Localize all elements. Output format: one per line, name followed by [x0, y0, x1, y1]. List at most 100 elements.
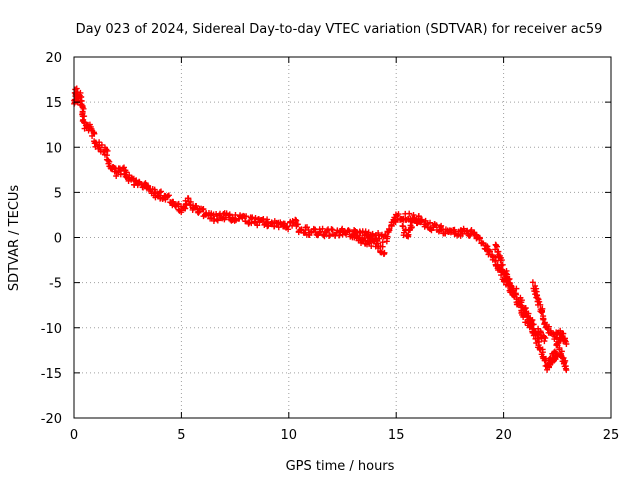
data-point [532, 282, 539, 289]
data-point [74, 89, 81, 96]
data-point [493, 242, 500, 249]
data-point [529, 317, 536, 324]
data-point [498, 257, 505, 264]
data-point [536, 298, 543, 305]
data-point [547, 327, 554, 334]
y-tick-label: -20 [41, 412, 62, 427]
data-point [359, 229, 366, 236]
data-point [476, 235, 483, 242]
x-tick-label: 5 [177, 428, 185, 443]
data-point [542, 334, 549, 341]
x-tick-label: 25 [603, 428, 620, 443]
data-point [104, 147, 111, 154]
data-point [200, 205, 207, 212]
data-point [494, 243, 501, 250]
axis-ticks: 0 5 10 15 20 25 -20 -15 -10 -5 0 5 10 15 20 [41, 51, 620, 443]
data-point [182, 205, 189, 212]
x-tick-label: 20 [495, 428, 512, 443]
data-point [98, 141, 105, 148]
data-point [158, 188, 165, 195]
data-point [353, 228, 360, 235]
data-point [518, 297, 525, 304]
data-point [73, 85, 80, 92]
data-point [551, 348, 558, 355]
data-point [145, 182, 152, 189]
data-point [213, 216, 220, 223]
data-point [464, 227, 471, 234]
data-point [534, 292, 541, 299]
data-point [536, 338, 543, 345]
data-point [498, 272, 505, 279]
data-point [418, 218, 425, 225]
data-point [164, 193, 171, 200]
data-point [336, 232, 343, 239]
data-point [371, 237, 378, 244]
data-point [539, 308, 546, 315]
data-point [451, 226, 458, 233]
data-point [81, 113, 88, 120]
data-point [530, 321, 537, 328]
data-point [326, 232, 333, 239]
y-tick-label: 10 [45, 141, 62, 156]
data-point [395, 211, 402, 218]
data-series [71, 85, 570, 374]
data-point [379, 243, 386, 250]
data-point [563, 341, 570, 348]
data-point [508, 283, 515, 290]
data-point [345, 227, 352, 234]
data-point [459, 230, 466, 237]
data-point [80, 105, 87, 112]
data-point [184, 195, 191, 202]
data-point [156, 189, 163, 196]
x-tick-label: 0 [70, 428, 78, 443]
data-point [152, 194, 159, 201]
data-point [386, 227, 393, 234]
data-point [113, 172, 120, 179]
data-point [87, 123, 94, 130]
y-tick-label: 15 [45, 96, 62, 111]
y-tick-label: -15 [41, 367, 62, 382]
data-point [294, 221, 301, 228]
data-point [559, 330, 566, 337]
data-point [319, 225, 326, 232]
data-point [513, 285, 520, 292]
data-point [537, 329, 544, 336]
x-tick-label: 15 [388, 428, 405, 443]
data-point [506, 275, 513, 282]
data-point [384, 233, 391, 240]
data-point [541, 338, 548, 345]
data-point [415, 213, 422, 220]
data-point [552, 349, 559, 356]
data-point [326, 233, 333, 240]
data-point [193, 202, 200, 209]
data-point [298, 226, 305, 233]
data-point [226, 211, 233, 218]
x-axis-label: GPS time / hours [286, 459, 395, 474]
data-point [376, 235, 383, 242]
data-point [354, 232, 361, 239]
data-point [529, 279, 536, 286]
data-point [339, 225, 346, 232]
data-point [553, 334, 560, 341]
y-tick-label: -10 [41, 322, 62, 337]
data-point [254, 222, 261, 229]
data-point [381, 249, 388, 256]
data-point [91, 130, 98, 137]
data-point [81, 119, 88, 126]
data-point [406, 210, 413, 217]
data-point [343, 231, 350, 238]
data-point [427, 219, 434, 226]
y-axis-label: SDTVAR / TECUs [7, 185, 22, 292]
data-point [248, 220, 255, 227]
y-tick-label: 20 [45, 51, 62, 66]
data-point [243, 213, 250, 220]
data-point [487, 248, 494, 255]
data-point [122, 173, 129, 180]
chart-title: Day 023 of 2024, Sidereal Day-to-day VTE… [76, 22, 603, 37]
data-point [525, 310, 532, 317]
y-tick-label: 5 [54, 186, 62, 201]
data-point [545, 323, 552, 330]
x-tick-label: 10 [281, 428, 298, 443]
data-point [165, 192, 172, 199]
